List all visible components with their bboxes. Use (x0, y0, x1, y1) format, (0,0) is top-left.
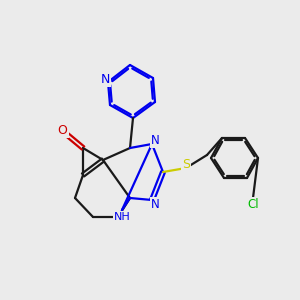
Text: S: S (182, 158, 190, 171)
Text: N: N (151, 198, 159, 211)
Text: NH: NH (114, 212, 130, 222)
Text: Cl: Cl (247, 198, 259, 211)
Text: N: N (151, 134, 159, 147)
Text: N: N (100, 73, 110, 86)
Text: O: O (58, 124, 68, 137)
